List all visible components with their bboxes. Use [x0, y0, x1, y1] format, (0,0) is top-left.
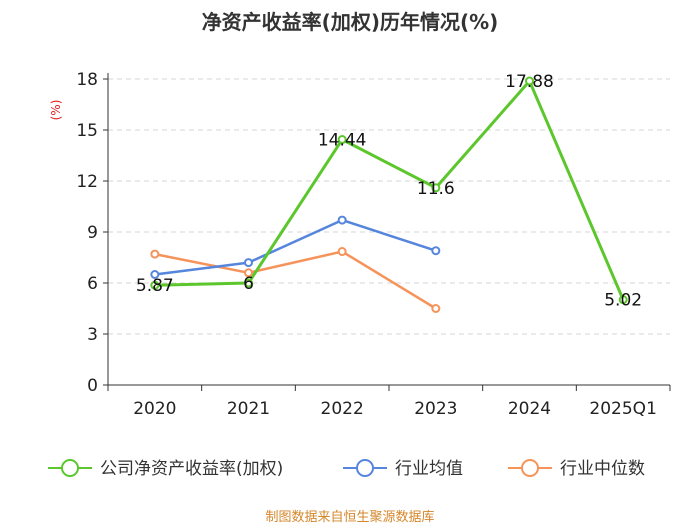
data-label: 6 [243, 274, 254, 294]
data-point [244, 258, 253, 268]
x-tick-label: 2025Q1 [589, 399, 656, 419]
x-tick-label: 2024 [508, 399, 551, 419]
y-tick-label: 15 [76, 121, 98, 141]
data-label: 5.87 [136, 276, 174, 296]
data-point [150, 270, 160, 279]
data-point [244, 268, 253, 278]
data-labels: 5.87 6 14.44 11.6 17.88 5.02 [136, 72, 642, 311]
data-point [525, 76, 534, 86]
data-label: 14.44 [318, 131, 367, 151]
legend-label: 行业均值 [395, 459, 463, 479]
series-lines [153, 79, 625, 310]
data-label: 11.6 [417, 179, 455, 199]
source-footer: 制图数据来自恒生聚源数据库 [265, 510, 435, 525]
data-label: 5.02 [604, 291, 642, 311]
data-point [337, 215, 347, 225]
data-point [150, 249, 160, 259]
x-tick-label: 2022 [321, 399, 364, 419]
x-tick-labels: 2020 2021 2022 2023 2024 2025Q1 [133, 399, 657, 419]
y-tick-label: 3 [87, 325, 98, 345]
chart-title: 净资产收益率(加权)历年情况(%) [201, 10, 499, 34]
y-tick-label: 0 [87, 376, 98, 396]
data-point [244, 278, 253, 288]
data-point [337, 135, 347, 145]
y-tick-label: 18 [76, 70, 98, 90]
series-line-1 [153, 218, 438, 276]
series-line-2 [153, 250, 438, 310]
legend-label: 公司净资产收益率(加权) [100, 459, 283, 479]
data-point [431, 183, 441, 193]
y-tick-label: 12 [76, 172, 98, 192]
series-line-0 [153, 79, 625, 302]
data-point [618, 295, 628, 305]
data-label: 17.88 [505, 72, 554, 92]
legend-label: 行业中位数 [560, 459, 645, 479]
x-tick-label: 2023 [414, 399, 457, 419]
data-point [431, 304, 441, 313]
legend-marker-icon [521, 459, 539, 477]
x-tick-label: 2020 [133, 399, 176, 419]
y-axis-label: (%) [49, 100, 63, 121]
y-tick-label: 6 [87, 274, 98, 294]
legend-marker-icon [356, 459, 374, 477]
data-point [150, 280, 160, 290]
x-tick-label: 2021 [227, 399, 270, 419]
grid-lines [108, 78, 670, 335]
axes [103, 73, 671, 391]
y-tick-label: 9 [87, 223, 98, 243]
legend: 公司净资产收益率(加权) 行业均值 行业中位数 [48, 459, 645, 479]
legend-marker-icon [61, 459, 79, 477]
data-point [337, 247, 347, 257]
series-points [150, 76, 628, 313]
y-tick-labels: 0 3 6 9 12 15 18 [76, 70, 98, 396]
data-point [431, 246, 441, 256]
